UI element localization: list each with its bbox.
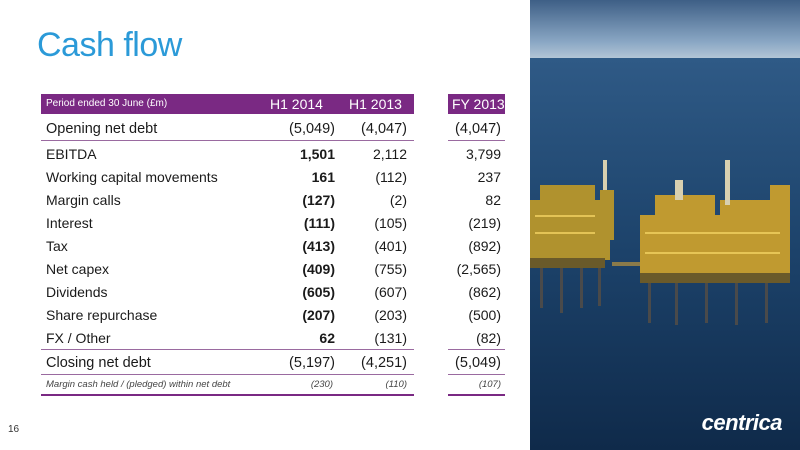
note-label: Margin cash held / (pledged) within net …: [46, 379, 231, 390]
cell-fy-2013: 3,799: [465, 146, 501, 162]
table-bottom-rule: [41, 394, 414, 396]
cell-h1-2013: (2): [389, 192, 407, 208]
page-number: 16: [8, 424, 20, 435]
offshore-platform-photo: centrica: [530, 0, 800, 450]
cell-h1-2014: 161: [311, 169, 335, 185]
row-label: Share repurchase: [46, 307, 158, 323]
cell-fy-2013: (2,565): [456, 261, 501, 277]
note-h1-2014: (230): [310, 379, 333, 390]
row-divider: [448, 349, 505, 350]
cell-h1-2014: (605): [302, 284, 335, 300]
centrica-logo: centrica: [701, 410, 783, 435]
margin-cash-note: Margin cash held / (pledged) within net …: [41, 379, 505, 393]
row-label: Opening net debt: [46, 121, 158, 137]
note-fy-2013: (107): [478, 379, 501, 390]
table-row: Tax (413) (401) (892): [41, 234, 505, 257]
cell-h1-2014: 1,501: [299, 146, 335, 162]
cell-h1-2014: (409): [302, 261, 335, 277]
row-label: FX / Other: [46, 330, 111, 346]
cell-h1-2014: (413): [302, 238, 335, 254]
cell-h1-2014: 62: [319, 330, 335, 346]
cell-h1-2013: (4,047): [361, 121, 407, 137]
table-header-fy: FY 2013: [448, 94, 505, 114]
row-label: Interest: [46, 215, 93, 231]
row-divider: [41, 374, 414, 375]
row-label: EBITDA: [46, 146, 97, 162]
cell-h1-2014: (5,049): [289, 121, 335, 137]
cell-h1-2013: (105): [374, 215, 407, 231]
table-header: Period ended 30 June (£m) H1 2014 H1 201…: [41, 94, 414, 114]
table-row: Net capex (409) (755) (2,565): [41, 257, 505, 280]
cell-h1-2013: (401): [374, 238, 407, 254]
row-divider: [41, 349, 414, 350]
cell-fy-2013: 237: [477, 169, 501, 185]
table-row: Dividends (605) (607) (862): [41, 280, 505, 303]
slide-content: Cash flow Period ended 30 June (£m) H1 2…: [8, 26, 505, 435]
cell-fy-2013: (5,049): [455, 355, 501, 371]
table-row: Interest (111) (105) (219): [41, 211, 505, 234]
offshore-platform-illustration: [530, 0, 800, 450]
cell-fy-2013: (500): [468, 307, 501, 323]
row-label: Tax: [46, 238, 68, 254]
table-row: Margin calls (127) (2) 82: [41, 188, 505, 211]
table-row: FX / Other 62 (131) (82): [41, 326, 505, 349]
row-divider: [448, 374, 505, 375]
note-h1-2013: (110): [385, 379, 407, 390]
row-label: Dividends: [46, 284, 108, 300]
cell-fy-2013: (4,047): [455, 121, 501, 137]
cell-h1-2013: (4,251): [361, 355, 407, 371]
cell-h1-2013: (112): [375, 169, 407, 185]
cell-h1-2014: (207): [302, 307, 335, 323]
cell-fy-2013: (892): [468, 238, 501, 254]
cell-h1-2014: (5,197): [289, 355, 335, 371]
table-row: Opening net debt (5,049) (4,047) (4,047): [41, 117, 505, 140]
row-label: Closing net debt: [46, 355, 151, 371]
table-row: Share repurchase (207) (203) (500): [41, 303, 505, 326]
table-row: Working capital movements 161 (112) 237: [41, 165, 505, 188]
cell-h1-2013: (755): [374, 261, 407, 277]
header-h1-2013: H1 2013: [349, 96, 402, 112]
cell-h1-2013: (607): [374, 284, 407, 300]
row-label: Margin calls: [46, 192, 121, 208]
table-bottom-rule: [448, 394, 505, 396]
header-period: Period ended 30 June (£m): [46, 98, 168, 109]
row-divider: [448, 140, 505, 141]
table-row: EBITDA 1,501 2,112 3,799: [41, 142, 505, 165]
row-divider: [41, 140, 414, 141]
slide-title: Cash flow: [37, 26, 182, 64]
header-h1-2014: H1 2014: [270, 96, 323, 112]
cell-fy-2013: 82: [485, 192, 501, 208]
cell-fy-2013: (219): [468, 215, 501, 231]
cell-h1-2013: 2,112: [373, 146, 407, 162]
cell-h1-2014: (127): [302, 192, 335, 208]
row-label: Net capex: [46, 261, 110, 277]
row-label: Working capital movements: [46, 169, 218, 185]
header-fy-2013: FY 2013: [452, 96, 505, 112]
cell-fy-2013: (862): [468, 284, 501, 300]
cell-fy-2013: (82): [476, 330, 501, 346]
table-row: Closing net debt (5,197) (4,251) (5,049): [41, 351, 505, 374]
cell-h1-2013: (131): [374, 330, 407, 346]
cell-h1-2014: (111): [303, 215, 335, 231]
cell-h1-2013: (203): [374, 307, 407, 323]
